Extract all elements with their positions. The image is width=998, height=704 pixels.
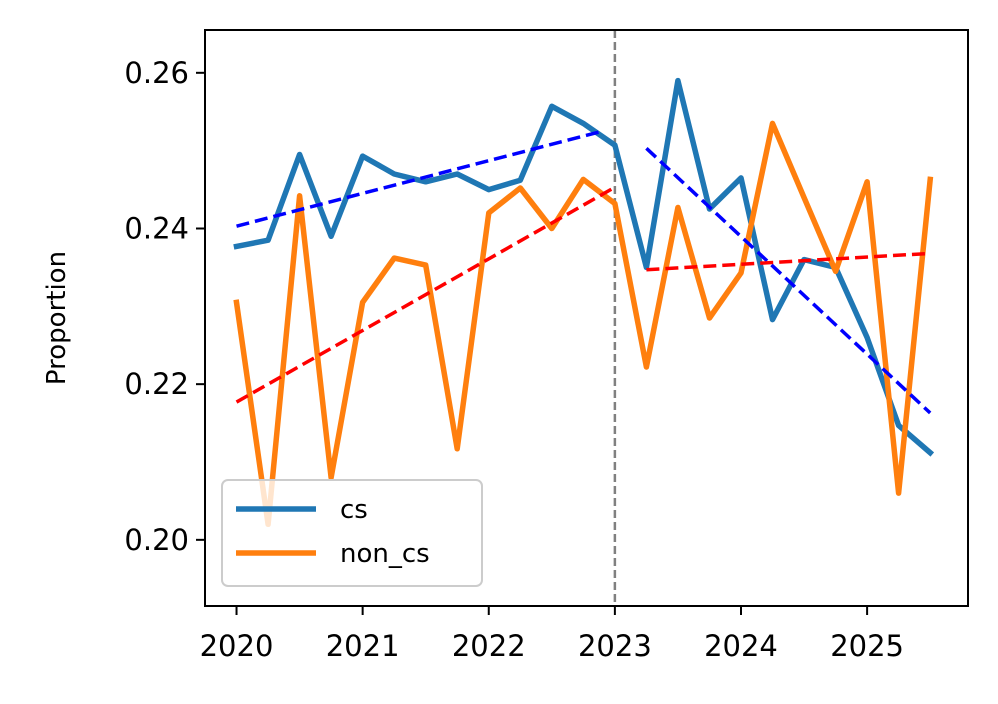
trend-line-cs-1 — [645, 147, 932, 415]
y-tick-label: 0.22 — [124, 367, 189, 401]
x-tick-label: 2024 — [704, 629, 778, 663]
x-tick-label: 2022 — [452, 629, 526, 663]
plot-marks — [233, 30, 935, 606]
y-axis: 0.20 0.22 0.24 0.26 — [124, 56, 205, 557]
legend-label-non-cs: non_cs — [340, 539, 430, 569]
y-tick-label: 0.26 — [124, 56, 189, 90]
trend-line-non-cs-2 — [235, 185, 616, 404]
y-tick-label: 0.24 — [124, 211, 189, 245]
y-tick-label: 0.20 — [124, 523, 189, 557]
x-axis: 2020 2021 2022 2023 2024 2025 — [200, 606, 904, 663]
trend-line-non-cs-3 — [646, 251, 931, 272]
x-tick-label: 2023 — [578, 629, 652, 663]
legend-label-cs: cs — [340, 495, 368, 525]
series-line-cs — [233, 77, 935, 457]
legend: cs non_cs — [221, 479, 483, 587]
series-line-non-cs — [233, 120, 934, 528]
x-tick-label: 2020 — [200, 629, 274, 663]
x-tick-label: 2025 — [830, 629, 904, 663]
x-tick-label: 2021 — [326, 629, 400, 663]
trend-line-cs-0 — [236, 129, 603, 228]
y-axis-title: Proportion — [42, 251, 72, 385]
plot-frame — [204, 29, 969, 607]
